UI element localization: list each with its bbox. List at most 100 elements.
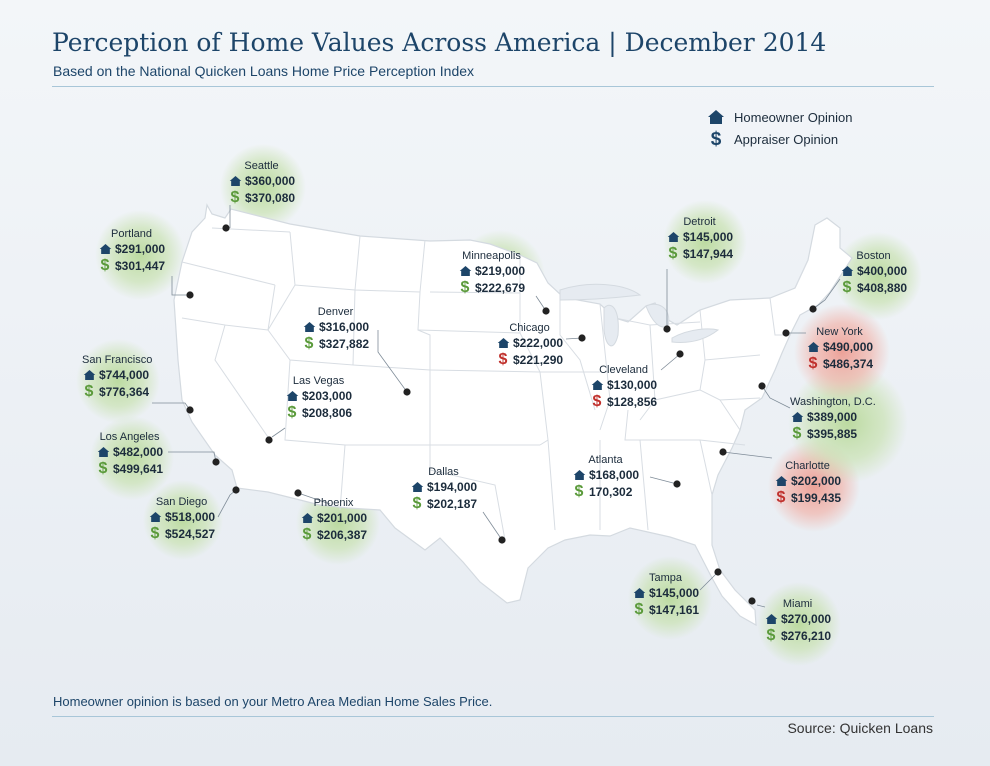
callout-new-york: New York $490,000 $ $486,374 [806, 326, 873, 372]
homeowner-value: $744,000 [99, 367, 150, 382]
marker-atlanta [673, 480, 681, 488]
city-name: Las Vegas [292, 375, 345, 387]
glow-boston [834, 232, 922, 320]
appraiser-value: $147,161 [649, 602, 700, 617]
appraiser-value: $301,447 [115, 258, 166, 273]
appraiser-value: $524,527 [165, 526, 216, 541]
appraiser-row: $ $202,187 [410, 495, 478, 512]
house-icon [98, 243, 112, 255]
marker-phoenix [294, 489, 302, 497]
footnote: Homeowner opinion is based on your Metro… [53, 694, 493, 709]
leader-cleveland [660, 353, 681, 371]
dollar-icon: $ [776, 488, 786, 506]
legend-homeowner-label: Homeowner Opinion [734, 109, 853, 125]
appraiser-value: $776,364 [99, 384, 150, 399]
homeowner-row: $168,000 [572, 466, 639, 483]
appraiser-value: $208,806 [302, 405, 353, 420]
house-icon [458, 265, 472, 277]
homeowner-row: $518,000 [148, 508, 215, 525]
marker-denver [403, 388, 411, 396]
appraiser-value: 170,302 [589, 484, 633, 499]
homeowner-value: $360,000 [245, 173, 296, 188]
leader-denver [377, 330, 408, 393]
leader-miami [756, 604, 766, 608]
appraiser-row: $ $499,641 [96, 460, 164, 477]
house-icon [300, 512, 314, 524]
callout-san-diego: San Diego $518,000 $ $524,527 [148, 496, 215, 542]
appraiser-row: $ $276,210 [764, 627, 832, 644]
homeowner-value: $201,000 [317, 510, 368, 525]
house-icon [790, 411, 804, 423]
appraiser-row: $ $208,806 [285, 403, 353, 421]
appraiser-row: $ $776,364 [82, 383, 152, 400]
marker-las-vegas [265, 436, 273, 444]
house-icon [228, 175, 242, 187]
house-icon [572, 469, 586, 481]
glow-tampa [628, 556, 712, 640]
dollar-icon: $ [668, 244, 678, 262]
legend: Homeowner Opinion $ Appraiser Opinion [706, 106, 853, 150]
homeowner-value: $291,000 [115, 241, 166, 256]
homeowner-value: $270,000 [781, 611, 832, 626]
city-name: Phoenix [313, 497, 354, 509]
city-name: Washington, D.C. [790, 396, 876, 408]
header-divider [52, 86, 934, 87]
dollar-icon: $ [498, 350, 508, 368]
house-icon [148, 511, 162, 523]
appraiser-row: $ $486,374 [806, 355, 874, 372]
state-borders [181, 227, 809, 541]
house-icon [302, 321, 316, 333]
dollar-icon: $ [287, 403, 297, 421]
glow-new-york [794, 304, 890, 400]
house-icon [840, 265, 854, 277]
great-lakes [559, 283, 720, 347]
footer-divider [52, 716, 934, 717]
source-credit: Source: Quicken Loans [787, 720, 933, 736]
dollar-icon: $ [100, 256, 110, 274]
house-icon [806, 341, 820, 353]
house-icon [764, 613, 778, 625]
homeowner-row: $219,000 [458, 262, 525, 279]
city-name: San Diego [155, 496, 208, 508]
house-icon [96, 446, 110, 458]
appraiser-value: $206,387 [317, 527, 368, 542]
marker-san-diego [232, 486, 240, 494]
page-title: Perception of Home Values Across America… [52, 28, 827, 57]
homeowner-value: $203,000 [302, 388, 353, 403]
callout-san-francisco: San Francisco $744,000 $ $776,364 [82, 354, 152, 400]
house-icon [706, 109, 726, 125]
homeowner-value: $482,000 [113, 444, 164, 459]
house-icon [774, 475, 788, 487]
appraiser-row: $ $199,435 [774, 488, 842, 506]
glow-detroit [663, 200, 747, 284]
appraiser-row: $ $301,447 [98, 256, 166, 274]
city-name: Minneapolis [462, 250, 521, 262]
dollar-icon: $ [302, 525, 312, 543]
callout-charlotte: Charlotte $202,000 $ $199,435 [774, 460, 841, 506]
house-icon [590, 379, 604, 391]
callout-atlanta: Atlanta $168,000 $170,302 [572, 454, 639, 500]
appraiser-value: $222,679 [475, 280, 526, 295]
homeowner-value: $145,000 [683, 229, 734, 244]
appraiser-value: $327,882 [319, 336, 370, 351]
city-name: Portland [111, 228, 153, 240]
homeowner-value: $202,000 [791, 473, 842, 488]
city-markers [186, 224, 817, 605]
marker-detroit [663, 325, 671, 333]
appraiser-value: $395,885 [807, 426, 858, 441]
house-icon [632, 587, 646, 599]
appraiser-row: $ $128,856 [590, 393, 658, 410]
appraiser-value: $276,210 [781, 628, 832, 643]
city-name: Dallas [428, 466, 459, 478]
city-name: New York [816, 326, 863, 338]
appraiser-value: $128,856 [607, 394, 658, 409]
callout-los-angeles: Los Angeles $482,000 $ $499,641 [96, 431, 163, 477]
city-name: Cleveland [599, 364, 648, 376]
homeowner-row: $202,000 [774, 472, 841, 489]
city-name: Boston [856, 250, 891, 262]
leader-charlotte [722, 451, 773, 459]
leader-los-angeles [168, 451, 217, 463]
dollar-icon: $ [150, 524, 160, 542]
house-icon [82, 369, 96, 381]
